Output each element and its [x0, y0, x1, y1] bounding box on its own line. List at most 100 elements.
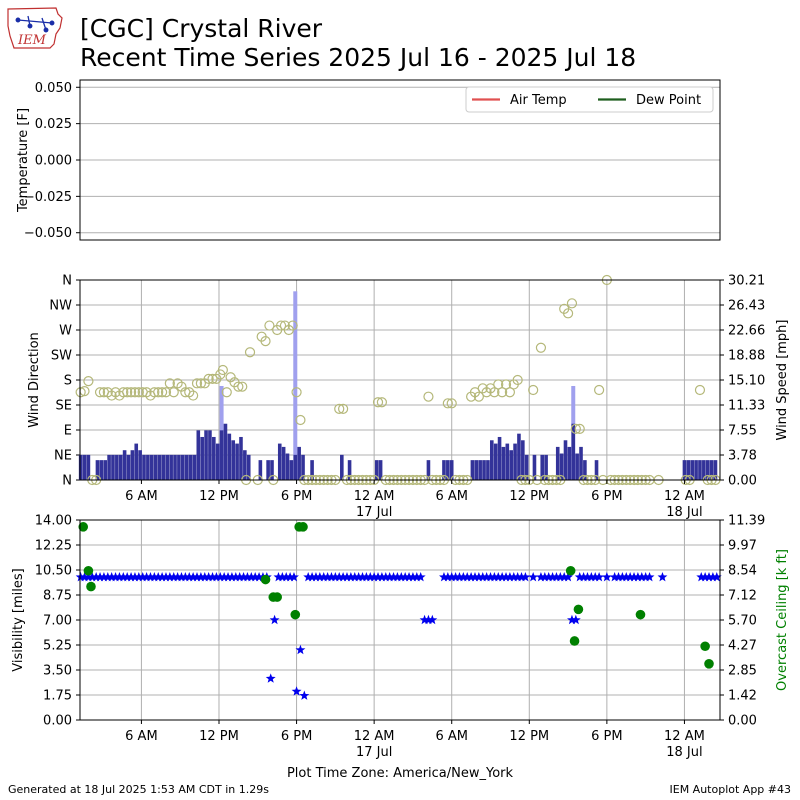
- visibility-marker: [466, 571, 477, 582]
- wind-dir-marker: [221, 387, 232, 398]
- visibility-marker: [567, 614, 577, 625]
- chart-title-line2: Recent Time Series 2025 Jul 16 - 2025 Ju…: [80, 43, 637, 72]
- visibility-marker: [696, 571, 707, 582]
- wind-speed-bar: [99, 460, 104, 480]
- wind-speed-bar: [115, 454, 119, 480]
- wind-speed-bar: [347, 460, 352, 480]
- visibility-marker: [450, 571, 461, 582]
- legend-air-temp-label: Air Temp: [510, 93, 567, 108]
- visibility-marker: [303, 571, 314, 582]
- ceiling-marker: [569, 636, 580, 646]
- wind-speed-bar: [310, 460, 314, 480]
- wind-dir-marker: [75, 387, 86, 398]
- wind-dir-marker: [164, 378, 175, 389]
- wind-speed-bar: [157, 454, 162, 480]
- wind-dir-marker: [129, 387, 141, 398]
- ceiling-marker: [83, 565, 94, 576]
- visibility-marker: [269, 614, 280, 625]
- visibility-marker: [314, 571, 325, 582]
- visibility-marker: [273, 571, 284, 582]
- wind-speed-bar: [544, 454, 548, 480]
- wind-dir-tick-label: SW: [51, 349, 72, 364]
- ceiling-marker: [78, 522, 89, 532]
- wind-xtick-label: 6 AM: [125, 489, 158, 504]
- wind-dir-marker: [473, 391, 484, 402]
- wind-speed-bar: [297, 446, 301, 480]
- chart-title-line1: [CGC] Crystal River: [80, 14, 323, 43]
- visibility-marker: [118, 571, 129, 582]
- vis-tick-label: 10.50: [35, 564, 72, 579]
- wind-speed-bar: [107, 454, 111, 480]
- visibility-marker: [98, 571, 109, 582]
- wind-speed-tick-label: 15.10: [728, 374, 765, 389]
- ceiling-marker: [704, 659, 714, 669]
- vis-tick-label: 3.50: [43, 664, 72, 679]
- visibility-marker: [384, 571, 395, 582]
- wind-speed-bar: [118, 454, 123, 480]
- wind-dir-marker: [168, 387, 179, 398]
- wind-speed-bar: [153, 454, 158, 480]
- ceiling-tick-label: 11.39: [728, 514, 765, 529]
- wind-speed-bar: [219, 430, 224, 480]
- wind-speed-tick-label: 22.66: [728, 324, 765, 339]
- wind-speed-bar: [180, 454, 185, 480]
- wind-speed-bar: [134, 443, 139, 480]
- wind-date-label: 18 Jul: [666, 505, 702, 520]
- wind-dir-marker: [160, 387, 172, 398]
- wind-speed-bar: [246, 454, 251, 480]
- wind-dir-marker: [118, 387, 129, 398]
- wind-speed-bar: [196, 430, 201, 480]
- visibility-marker: [454, 571, 465, 582]
- wind-speed-bar: [293, 454, 298, 480]
- visibility-marker: [547, 571, 558, 582]
- vis-xtick-label: 12 PM: [509, 729, 549, 744]
- visibility-marker: [613, 571, 624, 582]
- visibility-marker: [629, 571, 639, 582]
- visibility-marker: [126, 571, 137, 582]
- visibility-marker: [501, 571, 511, 582]
- wind-speed-bar: [579, 446, 583, 480]
- wind-dir-marker: [423, 391, 434, 402]
- wind-dir-marker: [125, 387, 137, 398]
- wind-dir-marker: [275, 320, 287, 331]
- wind-speed-bar: [442, 460, 446, 480]
- wind-speed-bar: [555, 446, 560, 480]
- vis-ylabel-left: Visibility [miles]: [11, 568, 26, 671]
- visibility-marker: [392, 571, 403, 582]
- ceiling-tick-label: 2.85: [728, 664, 757, 679]
- visibility-marker: [349, 571, 360, 582]
- temp-ytick-label: 0.000: [35, 154, 72, 169]
- visibility-marker: [153, 571, 164, 582]
- visibility-marker: [373, 571, 383, 582]
- visibility-marker: [411, 571, 422, 582]
- visibility-marker: [462, 571, 473, 582]
- visibility-marker: [404, 571, 414, 582]
- wind-speed-bar: [340, 454, 344, 480]
- visibility-marker: [223, 571, 233, 582]
- visibility-marker: [211, 571, 222, 582]
- visibility-marker: [594, 571, 605, 582]
- wind-dir-marker: [153, 387, 164, 398]
- wind-xtick-label: 6 PM: [591, 489, 622, 504]
- visibility-marker: [199, 571, 210, 582]
- visibility-marker: [219, 571, 230, 582]
- wind-dir-marker: [203, 373, 214, 384]
- wind-speed-bar: [478, 460, 482, 480]
- footer-app: IEM Autoplot App #43: [669, 783, 792, 796]
- visibility-marker: [543, 571, 554, 582]
- wind-xtick-label: 12 PM: [509, 489, 549, 504]
- footer-generated: Generated at 18 Jul 2025 1:53 AM CDT in …: [8, 783, 269, 796]
- vis-tick-label: 1.75: [43, 689, 72, 704]
- wind-dir-marker: [566, 298, 578, 309]
- visibility-marker: [307, 571, 318, 582]
- visibility-marker: [164, 571, 175, 582]
- visibility-marker: [79, 571, 90, 582]
- wind-speed-bar: [95, 460, 100, 480]
- wind-dir-marker: [233, 381, 244, 392]
- wind-speed-bar: [374, 460, 379, 480]
- wind-speed-bar: [126, 454, 131, 480]
- wind-speed-bar: [192, 454, 197, 480]
- wind-speed-tick-label: 26.43: [728, 299, 765, 314]
- visibility-marker: [203, 571, 214, 582]
- visibility-marker: [497, 571, 508, 582]
